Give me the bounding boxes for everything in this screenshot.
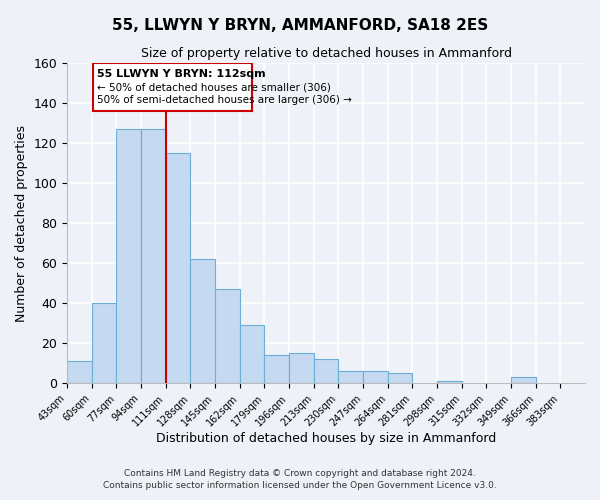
Bar	[240, 325, 265, 383]
Title: Size of property relative to detached houses in Ammanford: Size of property relative to detached ho…	[140, 48, 512, 60]
Bar	[314, 359, 338, 383]
Bar	[92, 303, 116, 383]
Bar	[215, 289, 240, 383]
Bar	[141, 129, 166, 383]
Bar	[116, 129, 141, 383]
Bar	[363, 371, 388, 383]
Bar	[289, 353, 314, 383]
Bar	[511, 377, 536, 383]
Bar	[388, 373, 412, 383]
Bar	[166, 153, 190, 383]
Bar	[437, 381, 462, 383]
Bar	[265, 355, 289, 383]
Text: Contains HM Land Registry data © Crown copyright and database right 2024.
Contai: Contains HM Land Registry data © Crown c…	[103, 468, 497, 490]
Y-axis label: Number of detached properties: Number of detached properties	[15, 124, 28, 322]
X-axis label: Distribution of detached houses by size in Ammanford: Distribution of detached houses by size …	[156, 432, 496, 445]
Text: ← 50% of detached houses are smaller (306): ← 50% of detached houses are smaller (30…	[97, 82, 331, 92]
Text: 55 LLWYN Y BRYN: 112sqm: 55 LLWYN Y BRYN: 112sqm	[97, 69, 265, 79]
FancyBboxPatch shape	[93, 63, 252, 111]
Text: 50% of semi-detached houses are larger (306) →: 50% of semi-detached houses are larger (…	[97, 95, 352, 105]
Bar	[338, 371, 363, 383]
Bar	[190, 259, 215, 383]
Text: 55, LLWYN Y BRYN, AMMANFORD, SA18 2ES: 55, LLWYN Y BRYN, AMMANFORD, SA18 2ES	[112, 18, 488, 32]
Bar	[67, 361, 92, 383]
